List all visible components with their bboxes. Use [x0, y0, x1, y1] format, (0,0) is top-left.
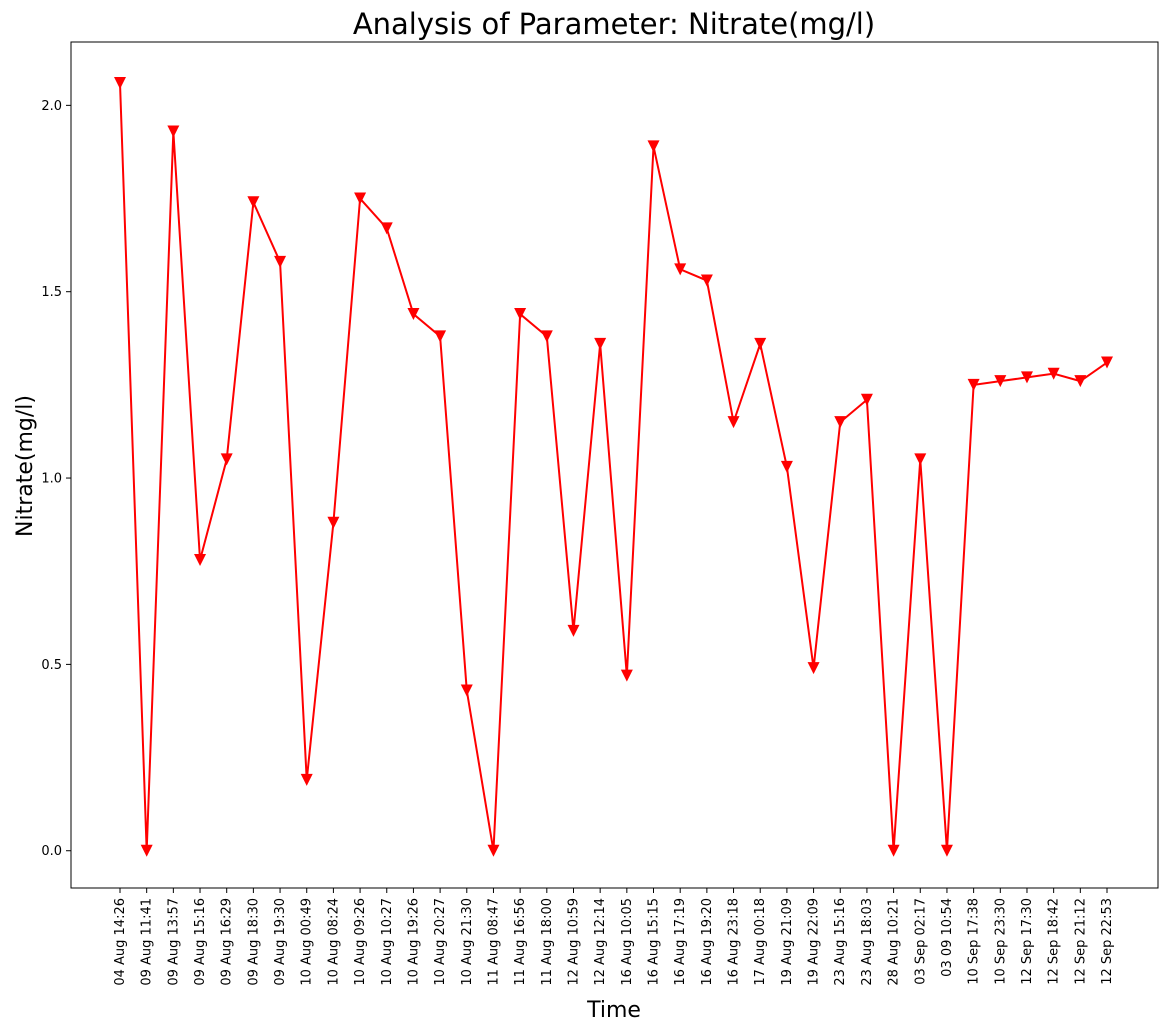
- x-tick-label: 12 Sep 21:12: [1073, 898, 1088, 985]
- x-tick-label: 16 Aug 23:18: [727, 898, 742, 986]
- x-tick-label: 09 Aug 13:57: [166, 898, 181, 986]
- data-point: [540, 330, 553, 343]
- x-axis-label: Time: [586, 998, 641, 1023]
- data-point: [194, 554, 207, 567]
- data-point: [380, 222, 393, 235]
- data-point: [754, 337, 767, 350]
- y-axis-label: Nitrate(mg/l): [13, 395, 38, 537]
- x-tick-label: 10 Aug 08:24: [326, 898, 341, 986]
- x-tick-label: 16 Aug 17:19: [673, 898, 688, 986]
- data-point: [780, 460, 793, 473]
- x-tick-label: 11 Aug 16:56: [513, 898, 528, 986]
- x-tick-label: 12 Sep 22:53: [1100, 898, 1115, 985]
- x-tick-label: 03 Sep 02:17: [913, 898, 928, 985]
- data-point: [967, 378, 980, 391]
- data-point: [114, 76, 126, 89]
- y-axis-ticks: 0.0 0.5 1.0 1.5 2.0: [41, 99, 71, 859]
- data-point: [914, 453, 927, 466]
- x-tick-label: 10 Aug 09:26: [353, 898, 368, 986]
- x-tick-label: 09 Aug 15:16: [193, 898, 208, 986]
- data-point: [1074, 375, 1087, 388]
- data-point: [167, 125, 180, 138]
- y-tick-label: 1.0: [41, 472, 62, 487]
- data-point: [434, 330, 447, 343]
- x-tick-label: 03 09 10:54: [940, 898, 955, 977]
- data-point: [514, 308, 527, 321]
- x-tick-label: 10 Aug 10:27: [380, 898, 395, 986]
- x-tick-label: 16 Aug 15:15: [647, 898, 662, 986]
- x-tick-label: 04 Aug 14:26: [113, 898, 128, 986]
- x-tick-label: 10 Aug 00:49: [300, 898, 315, 986]
- x-tick-label: 12 Sep 18:42: [1047, 898, 1062, 985]
- data-point: [1020, 371, 1033, 384]
- data-point: [620, 669, 633, 682]
- x-tick-label: 16 Aug 10:05: [620, 898, 635, 986]
- x-tick-label: 09 Aug 16:29: [220, 898, 235, 986]
- x-tick-label: 10 Aug 19:26: [406, 898, 421, 986]
- data-point: [327, 516, 340, 529]
- data-point: [887, 844, 900, 857]
- x-tick-label: 23 Aug 18:03: [860, 898, 875, 986]
- data-point: [727, 416, 740, 429]
- data-point: [407, 308, 420, 321]
- data-point: [674, 263, 687, 276]
- data-point: [994, 375, 1007, 388]
- data-point: [354, 192, 367, 205]
- x-tick-label: 09 Aug 11:41: [140, 898, 155, 986]
- data-point: [647, 140, 660, 153]
- chart-title: Analysis of Parameter: Nitrate(mg/l): [353, 7, 875, 41]
- data-point: [1101, 356, 1113, 369]
- data-point: [487, 844, 500, 857]
- x-tick-label: 28 Aug 10:21: [887, 898, 902, 986]
- x-tick-label: 12 Sep 17:30: [1020, 898, 1035, 985]
- x-tick-label: 11 Aug 08:47: [486, 898, 501, 986]
- plot-area-frame: [70, 41, 1159, 889]
- x-tick-label: 17 Aug 00:18: [753, 898, 768, 986]
- x-tick-label: 19 Aug 21:09: [780, 898, 795, 986]
- data-point: [140, 844, 153, 857]
- data-point: [300, 773, 313, 786]
- x-tick-label: 09 Aug 18:30: [246, 898, 261, 986]
- x-tick-label: 12 Aug 10:59: [566, 898, 581, 986]
- data-point: [1047, 367, 1060, 380]
- data-point: [807, 662, 820, 675]
- data-point: [860, 393, 873, 406]
- x-tick-label: 10 Sep 23:30: [993, 898, 1008, 985]
- data-point: [247, 196, 260, 209]
- y-tick-label: 0.5: [41, 658, 62, 673]
- data-point: [220, 453, 233, 466]
- data-point: [460, 684, 473, 697]
- y-tick-label: 0.0: [41, 844, 62, 859]
- data-point: [940, 844, 953, 857]
- x-tick-label: 10 Aug 20:27: [433, 898, 448, 986]
- x-tick-label: 10 Sep 17:38: [967, 898, 982, 985]
- x-tick-label: 11 Aug 18:00: [540, 898, 555, 986]
- x-tick-label: 16 Aug 19:20: [700, 898, 715, 986]
- x-tick-label: 23 Aug 15:16: [833, 898, 848, 986]
- data-point: [567, 624, 580, 637]
- x-tick-label: 12 Aug 12:14: [593, 898, 608, 986]
- x-axis-ticks: 04 Aug 14:26 09 Aug 11:41 09 Aug 13:57 09 A…: [113, 888, 1115, 986]
- data-point: [834, 416, 847, 429]
- y-tick-label: 2.0: [41, 99, 62, 114]
- data-point: [700, 274, 713, 287]
- x-tick-label: 10 Aug 21:30: [460, 898, 475, 986]
- x-tick-label: 19 Aug 22:09: [807, 898, 822, 986]
- data-point: [274, 255, 287, 268]
- x-tick-label: 09 Aug 19:30: [273, 898, 288, 986]
- series-markers: [114, 76, 1113, 857]
- series-line: [119, 82, 1108, 851]
- y-tick-label: 1.5: [41, 285, 62, 300]
- data-point: [594, 337, 607, 350]
